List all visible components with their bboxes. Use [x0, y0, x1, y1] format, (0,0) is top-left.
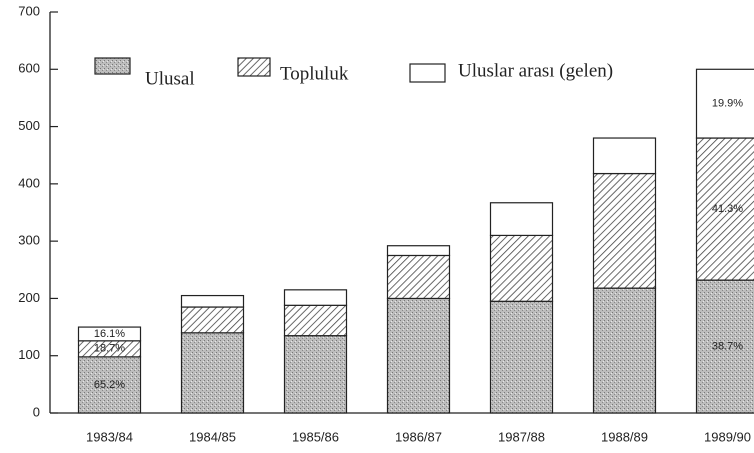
percent-label: 18.7%	[94, 343, 125, 355]
legend-swatch	[237, 57, 271, 77]
y-tick-label: 300	[18, 233, 40, 248]
percent-label: 41.3%	[712, 203, 743, 215]
y-tick-label: 0	[33, 404, 40, 419]
x-tick-label: 1984/85	[189, 429, 236, 444]
legend: Ulusal Topluluk Uluslar arası (gelen)	[94, 57, 613, 89]
legend-label: Uluslar arası (gelen)	[458, 60, 613, 81]
bar-segment	[180, 306, 245, 334]
y-tick-label: 600	[18, 61, 40, 76]
bar-segment	[489, 300, 554, 414]
legend-label: Ulusal	[145, 68, 195, 89]
bar-segment	[695, 279, 754, 414]
bar-segment	[592, 287, 657, 414]
percent-label: 38.7%	[712, 340, 743, 352]
bar-segment	[592, 172, 657, 289]
bar-segment	[180, 294, 245, 308]
y-tick-label: 700	[18, 3, 40, 18]
legend-swatch	[409, 63, 446, 83]
bar-segment	[695, 137, 754, 281]
percent-label: 16.1%	[94, 328, 125, 340]
x-tick-label: 1989/90	[704, 429, 751, 444]
bar-segment	[695, 68, 754, 139]
bar-segment	[489, 234, 554, 302]
y-tick-label: 200	[18, 290, 40, 305]
bar-segment	[386, 297, 451, 414]
x-tick-label: 1988/89	[601, 429, 648, 444]
bar-segment	[283, 304, 348, 337]
y-tick-label: 100	[18, 347, 40, 362]
legend-swatch	[94, 57, 131, 75]
legend-label: Topluluk	[280, 63, 349, 84]
x-tick-label: 1985/86	[292, 429, 339, 444]
x-tick-label: 1983/84	[86, 429, 133, 444]
bar-segment	[386, 254, 451, 300]
percent-label: 65.2%	[94, 379, 125, 391]
bar-segment	[180, 332, 245, 414]
x-tick-label: 1986/87	[395, 429, 442, 444]
bar-segment	[283, 335, 348, 414]
bar-segment	[386, 245, 451, 257]
y-tick-label: 400	[18, 175, 40, 190]
bar-segment	[283, 289, 348, 306]
y-tick-label: 500	[18, 118, 40, 133]
bar-segment	[489, 202, 554, 237]
bar-segment	[77, 326, 142, 342]
percent-label: 19.9%	[712, 98, 743, 110]
x-tick-label: 1987/88	[498, 429, 545, 444]
bar-segment	[592, 137, 657, 175]
